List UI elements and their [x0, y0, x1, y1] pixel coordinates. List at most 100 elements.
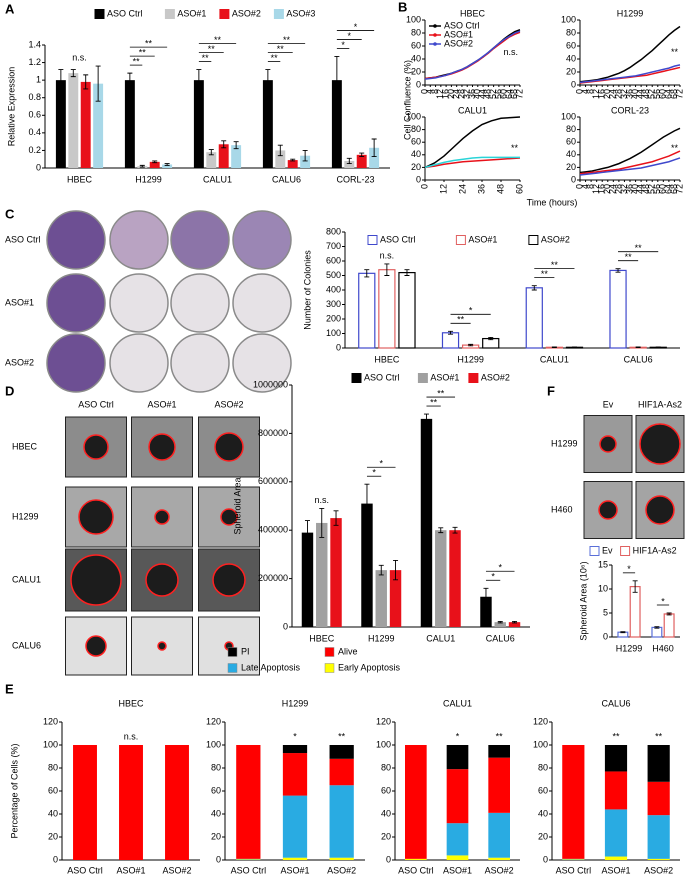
bar-segment	[282, 795, 308, 858]
significance-label: **	[541, 269, 549, 279]
significance-label: *	[341, 40, 345, 50]
bar	[508, 622, 521, 627]
x-tick-label: 0	[419, 184, 429, 189]
significance-label: **	[457, 315, 465, 325]
x-tick-label: 32	[619, 184, 629, 194]
x-tick-label: 60	[514, 184, 524, 194]
x-tick-label: 12	[435, 89, 445, 99]
significance-label: **	[612, 731, 620, 741]
error-bar	[615, 268, 621, 273]
y-tick-label: 60	[566, 137, 576, 147]
legend-label: ASO#2	[232, 8, 261, 18]
y-tick-label: 100	[561, 111, 576, 121]
bar	[651, 626, 663, 638]
y-tick-label: 700	[326, 241, 341, 251]
error-bar	[483, 587, 489, 606]
bar-segment	[647, 815, 670, 859]
significance-label: n.s.	[380, 250, 395, 260]
bar	[275, 150, 286, 168]
y-tick-label: 5	[603, 607, 608, 617]
bar	[494, 622, 506, 627]
error-bar	[384, 263, 390, 276]
error-bar	[221, 140, 227, 149]
y-axis-label: Spheroid Area (10⁶)	[578, 561, 588, 640]
bar	[124, 80, 135, 168]
y-tick-label: 80	[211, 762, 221, 772]
y-tick-label: 600000	[258, 476, 288, 486]
line	[424, 30, 521, 80]
x-tick-label: 20	[446, 89, 456, 99]
bar	[358, 272, 376, 349]
x-tick-label: CALU1	[203, 174, 232, 184]
y-tick-label: 0	[543, 854, 548, 864]
row-label: CALU1	[12, 574, 41, 584]
y-tick-label: 800000	[258, 428, 288, 438]
y-tick-label: 0	[386, 854, 391, 864]
x-tick-label: 44	[477, 89, 487, 99]
bar-segment	[604, 809, 628, 857]
colony-plate	[232, 210, 292, 270]
legend-marker	[433, 24, 437, 28]
y-tick-label: 60	[381, 785, 391, 795]
error-bar	[208, 149, 214, 156]
x-tick-label: 68	[669, 184, 679, 194]
bar-segment	[488, 857, 510, 860]
x-tick-label: 60	[499, 89, 509, 99]
x-tick-label: 8	[585, 89, 595, 94]
y-tick-label: 60	[411, 40, 421, 50]
significance-label: **	[145, 38, 153, 48]
colony-plate	[46, 210, 106, 270]
bar	[480, 596, 492, 627]
x-tick-label: 16	[597, 89, 607, 99]
error-bar	[666, 612, 672, 616]
bar	[262, 80, 273, 168]
error-bar	[164, 163, 170, 166]
row-label: ASO Ctrl	[5, 234, 41, 244]
y-tick-label: 1000000	[253, 379, 288, 389]
row-label: H1299	[12, 511, 39, 521]
spheroid	[214, 432, 244, 462]
x-tick-label: 56	[652, 89, 662, 99]
column-label: ASO#1	[147, 399, 176, 409]
error-bar	[378, 564, 384, 576]
significance-label: *	[348, 31, 352, 41]
column-label: Ev	[603, 399, 614, 409]
bar	[193, 80, 204, 168]
spheroid	[85, 635, 107, 657]
colony-plate	[109, 210, 169, 270]
legend-label: Alive	[338, 646, 358, 656]
x-tick-label: ASO#2	[644, 865, 673, 875]
x-tick-label: 20	[602, 89, 612, 99]
significance-label: **	[283, 35, 291, 45]
error-bar	[438, 527, 444, 534]
chart-title: HBEC	[118, 698, 144, 708]
error-bar	[404, 269, 410, 276]
significance-label: **	[430, 397, 438, 407]
legend-swatch	[351, 373, 362, 383]
chart-title: H1299	[617, 8, 644, 18]
legend-label: ASO#1	[444, 29, 473, 39]
x-tick-label: 0	[574, 89, 584, 94]
bar-segment	[329, 857, 354, 860]
x-tick-label: 8	[585, 184, 595, 189]
y-tick-label: 20	[381, 831, 391, 841]
colony-plate	[109, 333, 169, 393]
error-bar	[127, 72, 133, 88]
significance-label: **	[671, 47, 679, 57]
x-tick-label: 44	[635, 89, 645, 99]
significance-label: *	[456, 731, 460, 741]
y-tick-label: 0	[336, 342, 341, 352]
legend-swatch	[528, 235, 539, 245]
panel-letter: D	[5, 383, 14, 398]
x-tick-label: H1299	[457, 354, 484, 364]
x-tick-label: 48	[641, 89, 651, 99]
y-tick-label: 100	[43, 739, 58, 749]
spheroid	[154, 509, 170, 525]
y-tick-label: 100	[561, 14, 576, 24]
y-tick-label: 80	[538, 762, 548, 772]
bar	[389, 570, 402, 627]
y-axis-label: Spheroid Area	[232, 477, 242, 534]
x-tick-label: 36	[624, 184, 634, 194]
x-tick-label: H1299	[135, 174, 162, 184]
bar	[80, 81, 91, 168]
